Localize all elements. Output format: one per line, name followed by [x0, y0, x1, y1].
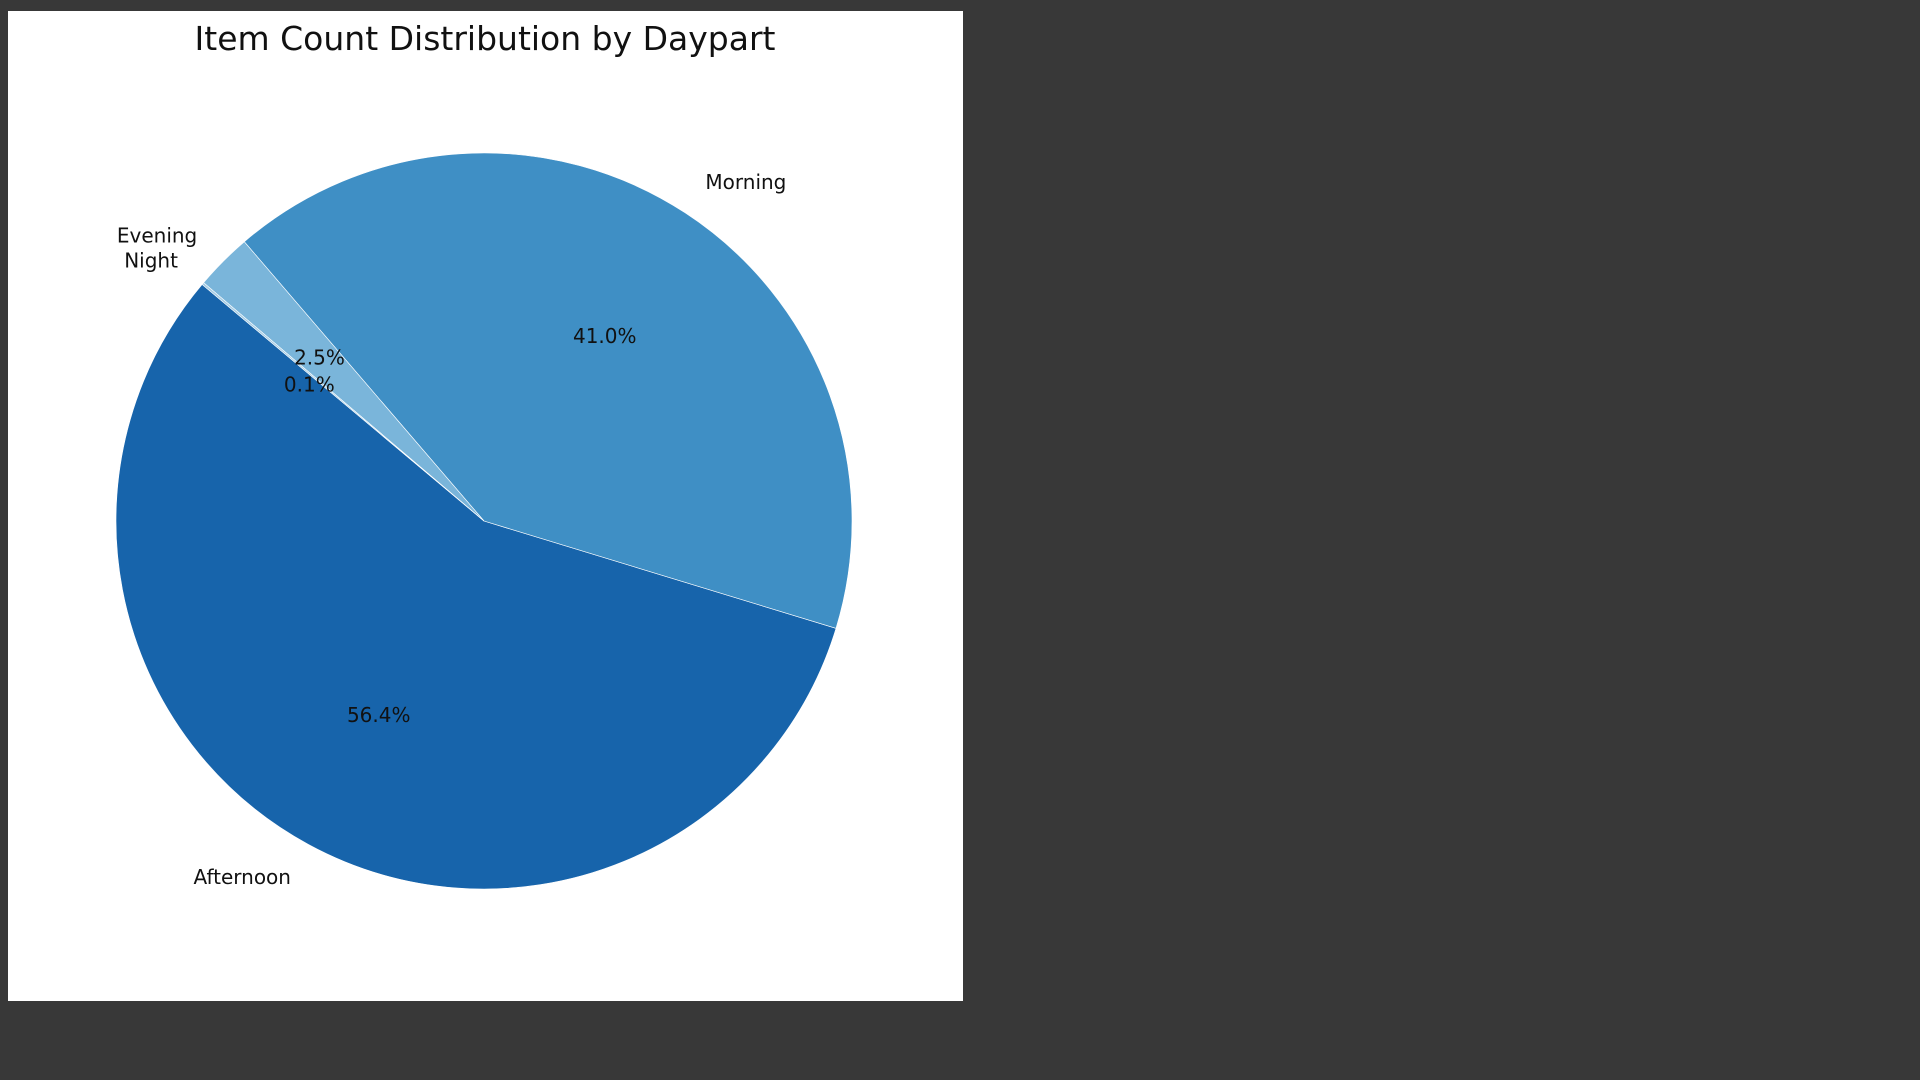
- pie-labels: 56.4% Afternoon 41.0% Morning 2.5% Evening 0.1…: [117, 170, 787, 889]
- category-label-evening: Evening: [117, 223, 197, 247]
- category-label-afternoon: Afternoon: [193, 865, 291, 889]
- pct-label-afternoon: 56.4%: [347, 703, 411, 727]
- pie-slice-night: [201, 282, 485, 522]
- pie-chart: Item Count Distribution by Daypart 56.4%…: [115, 19, 853, 890]
- pct-label-evening: 2.5%: [294, 345, 345, 369]
- pct-label-morning: 41.0%: [573, 324, 637, 348]
- chart-title: Item Count Distribution by Daypart: [195, 19, 776, 58]
- pct-label-night: 0.1%: [284, 373, 335, 397]
- category-label-morning: Morning: [705, 170, 786, 194]
- chart-panel: Item Count Distribution by Daypart 56.4%…: [8, 11, 963, 1001]
- category-label-night: Night: [124, 248, 178, 272]
- pie-slices: [115, 152, 853, 890]
- pie-slice-afternoon: [115, 284, 837, 890]
- pie-slice-morning: [243, 152, 853, 629]
